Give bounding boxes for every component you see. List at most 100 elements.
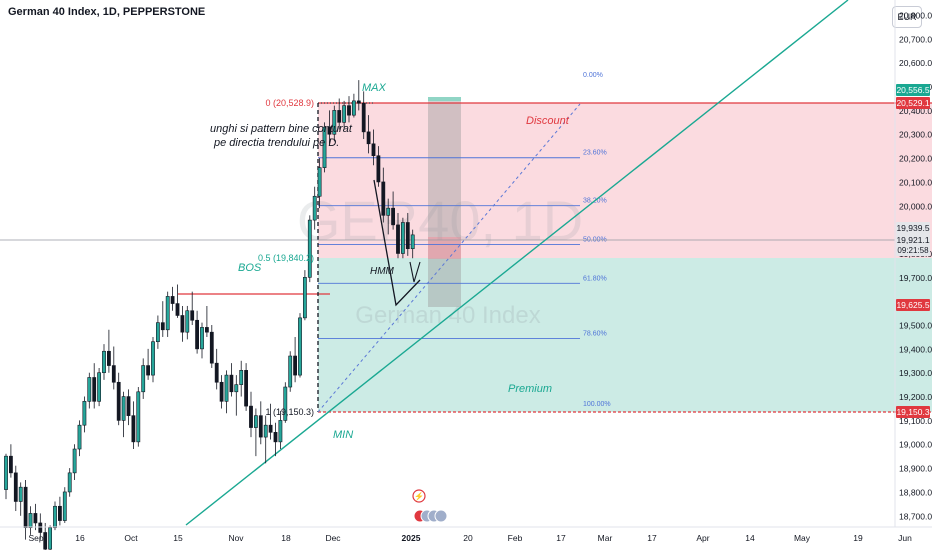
price-tick-10: 19,700.0 [899,273,932,283]
candle-62 [307,215,312,283]
candle-9 [48,525,53,550]
candle-14 [72,444,77,481]
candle-78 [386,198,391,235]
time-tick-8: 20 [463,533,473,543]
earnings-icon[interactable]: ⚡ [412,489,426,503]
price-badge-fib-bottom: 19,150.3 [896,406,930,418]
news-icons[interactable] [413,509,448,523]
note-line-1: unghi si pattern bine conturat [210,123,353,135]
pattern-drawing [373,179,421,307]
candles [4,80,415,550]
candle-6 [33,503,38,531]
candle-48 [239,360,244,397]
candle-61 [302,270,307,321]
time-tick-15: May [794,533,811,543]
candle-16 [82,396,87,433]
svg-text:19,921.1: 19,921.1 [896,235,929,245]
candle-32 [160,301,165,337]
fib-ratio-5: 78.60% [583,331,607,338]
price-tick-11: 19,500.0 [899,321,932,331]
candle-25 [126,389,131,426]
bos-label: BOS [238,262,262,274]
price-tick-17: 18,900.0 [899,464,932,474]
candle-47 [234,375,239,416]
time-tick-1: 16 [75,533,85,543]
price-tick-4: 20,400.0 [899,106,932,116]
time-tick-12: 17 [647,533,657,543]
max-label: MAX [362,82,387,94]
min-label: MIN [333,429,353,441]
fib-top-label: 0 (20,528.9) [265,98,314,108]
price-badge-last: 19,921.1 09:21:58 [896,234,930,256]
candle-28 [141,358,146,399]
candle-81 [400,217,405,259]
countdown-label: 09:21:58 [897,246,929,255]
candle-41 [205,305,209,337]
candle-80 [396,212,400,259]
price-badge-high: 20,556.5 [896,84,930,96]
discount-zone [318,103,932,258]
candle-57 [283,382,288,423]
time-tick-14: 14 [745,533,755,543]
candle-8 [43,522,48,550]
note-line-2: pe directia trendului pe D. [213,137,339,149]
candle-15 [77,420,82,457]
candle-11 [57,496,62,526]
candle-51 [254,408,258,457]
candle-1 [9,444,13,478]
discount-label: Discount [526,115,570,127]
time-tick-0: Sep [28,533,43,543]
candle-30 [151,336,155,383]
hmm-label: HMM [370,266,395,277]
candle-54 [268,403,273,440]
candle-29 [146,348,151,380]
candle-49 [244,363,249,411]
price-badge-current: 19,939.5 [896,222,930,234]
candle-20 [102,344,106,380]
time-tick-6: Dec [325,533,341,543]
time-axis: Sep 16 Oct 15 Nov 18 Dec 2025 20 Feb 17 Mar 17 Apr 14 M… [28,533,912,543]
candle-71 [351,93,356,118]
candle-70 [347,96,351,123]
price-badge-mid: 19,625.5 [896,299,930,311]
fib-ratio-1: 23.60% [583,150,607,157]
candle-55 [273,422,278,457]
price-tick-15: 19,100.0 [899,416,932,426]
candle-4 [23,480,28,540]
projection-box [428,97,461,307]
candle-26 [131,401,136,450]
candle-76 [376,146,381,187]
candle-58 [288,351,293,392]
candle-44 [219,375,224,409]
svg-text:19,625.5: 19,625.5 [896,300,929,310]
candle-3 [18,482,23,516]
candle-40 [200,322,204,359]
candle-35 [175,284,180,318]
candle-77 [381,167,386,223]
time-tick-5: 18 [281,533,291,543]
candle-0 [4,453,8,500]
candle-13 [67,468,72,497]
time-tick-7: 2025 [402,533,421,543]
candle-45 [224,370,229,414]
candle-31 [156,315,160,349]
candle-36 [180,305,185,342]
candle-18 [92,363,97,409]
time-tick-13: Apr [696,533,709,543]
candle-52 [258,401,263,445]
candle-10 [53,501,57,531]
candle-72 [356,80,361,111]
price-tick-8: 20,000.0 [899,201,932,211]
time-tick-10: 17 [556,533,566,543]
candle-39 [195,310,200,354]
currency-button[interactable]: EUR [892,6,922,28]
candle-27 [136,387,141,447]
fib-ratio-0: 0.00% [583,72,603,79]
time-tick-3: 15 [173,533,183,543]
candle-37 [185,305,190,340]
candle-5 [28,506,33,535]
candle-56 [278,410,283,450]
watermark-symbol: GER40, 1D [297,189,583,252]
time-tick-16: 19 [853,533,863,543]
